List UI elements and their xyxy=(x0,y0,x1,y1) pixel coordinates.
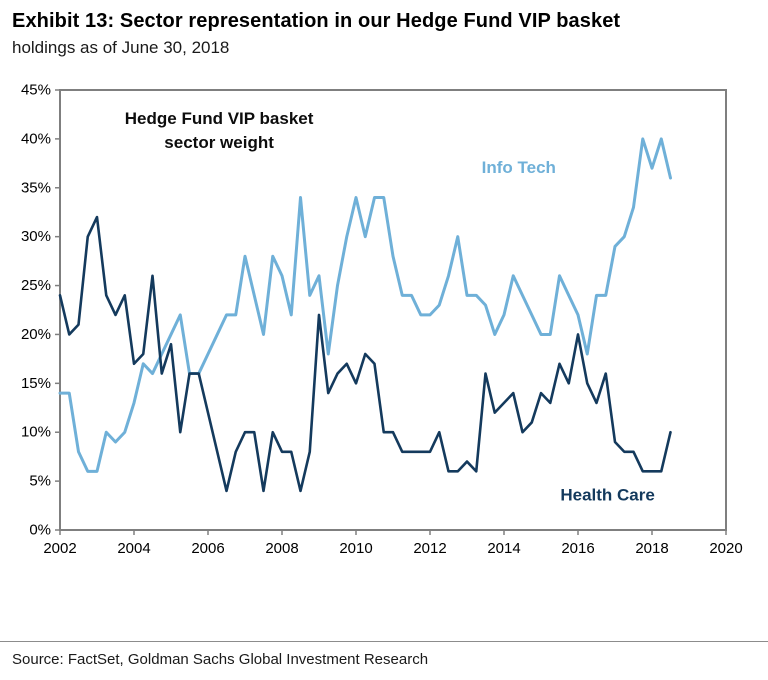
y-axis-label: 45% xyxy=(21,82,51,99)
y-axis-label: 0% xyxy=(29,522,51,539)
chart-annotation-line: sector weight xyxy=(164,133,274,152)
exhibit-header: Exhibit 13: Sector representation in our… xyxy=(0,0,768,58)
y-axis-label: 30% xyxy=(21,228,51,245)
y-axis-label: 15% xyxy=(21,375,51,392)
plot-border xyxy=(59,89,727,531)
series-line-info-tech xyxy=(58,137,672,473)
series-line-health-care xyxy=(58,215,672,493)
y-axis-label: 35% xyxy=(21,179,51,196)
x-axis-label: 2012 xyxy=(413,540,446,557)
series-label-info-tech: Info Tech xyxy=(482,158,556,177)
x-axis-label: 2004 xyxy=(117,540,150,557)
y-axis-label: 20% xyxy=(21,326,51,343)
exhibit-subtitle: holdings as of June 30, 2018 xyxy=(12,38,230,57)
y-axis-label: 40% xyxy=(21,130,51,147)
chart-annotation-line: Hedge Fund VIP basket xyxy=(125,109,314,128)
x-axis-label: 2008 xyxy=(265,540,298,557)
source-note: Source: FactSet, Goldman Sachs Global In… xyxy=(12,651,429,668)
x-axis-label: 2006 xyxy=(191,540,224,557)
x-axis-label: 2020 xyxy=(709,540,742,557)
x-axis-label: 2016 xyxy=(561,540,594,557)
series-label-health-care: Health Care xyxy=(560,486,654,505)
exhibit-footer: Source: FactSet, Goldman Sachs Global In… xyxy=(0,641,768,680)
x-axis-label: 2010 xyxy=(339,540,372,557)
y-axis-label: 25% xyxy=(21,277,51,294)
sector-weight-line-chart: 0% 5% 10% 15% 20% 25% 30% 35% 40% 45% 2002 2004 2006… xyxy=(21,82,743,558)
x-axis-label: 2002 xyxy=(43,540,76,557)
y-axis-label: 5% xyxy=(29,473,51,490)
x-axis-label: 2018 xyxy=(635,540,668,557)
exhibit-title: Exhibit 13: Sector representation in our… xyxy=(12,10,621,32)
chart-area: 0% 5% 10% 15% 20% 25% 30% 35% 40% 45% 2002 2004 2006… xyxy=(0,58,768,641)
x-axis-label: 2014 xyxy=(487,540,520,557)
y-axis-label: 10% xyxy=(21,424,51,441)
